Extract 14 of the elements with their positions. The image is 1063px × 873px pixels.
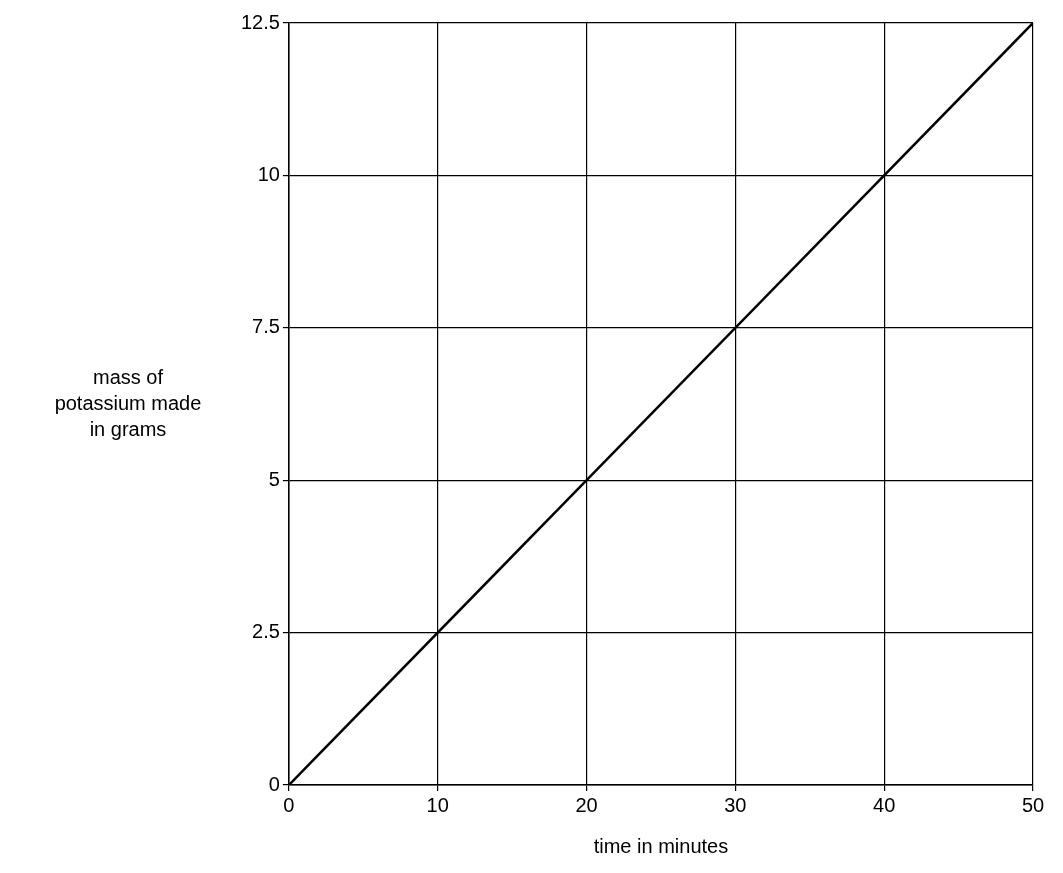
- x-tick-label: 20: [575, 793, 598, 816]
- x-axis-title: time in minutes: [593, 834, 729, 857]
- x-tick-label: 50: [1021, 793, 1045, 816]
- y-tick-label: 7.5: [252, 315, 280, 338]
- x-tick-label: 40: [873, 793, 896, 816]
- x-tick-label: 30: [724, 793, 747, 816]
- y-tick-label: 5: [268, 467, 280, 490]
- y-tick-label: 0: [268, 772, 280, 795]
- y-tick-label: 12.5: [240, 10, 280, 33]
- y-tick-label: 2.5: [252, 620, 280, 643]
- x-tick-label: 10: [426, 793, 449, 816]
- y-axis-title: mass of potassium made in grams: [54, 365, 202, 440]
- y-tick-label: 10: [257, 162, 280, 185]
- x-tick-label: 0: [283, 793, 295, 816]
